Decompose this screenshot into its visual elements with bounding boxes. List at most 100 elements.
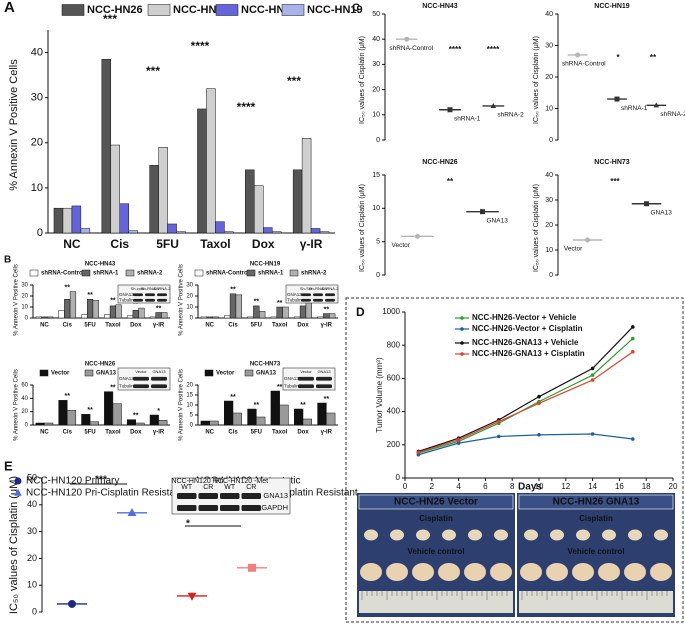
- bar: [294, 316, 301, 319]
- point-label: shRNA-1: [454, 115, 481, 122]
- y-tick-label: 10: [186, 403, 193, 409]
- bar: [200, 420, 210, 426]
- bar: [158, 147, 168, 234]
- point-label: shRNA-Control: [562, 61, 606, 68]
- significance: **: [650, 53, 657, 62]
- blot-frame: [117, 284, 171, 304]
- marker: [644, 201, 649, 207]
- blot-lane: CR: [246, 484, 256, 491]
- y-tick-label: 10: [186, 305, 193, 311]
- y-tick-label: 30: [186, 283, 193, 289]
- significance: *: [157, 408, 160, 415]
- bar: [197, 108, 207, 234]
- legend-swatch: [289, 269, 299, 277]
- bar: [292, 169, 303, 234]
- blot-band: [313, 293, 323, 297]
- point: [416, 450, 421, 455]
- significance: ***: [610, 177, 620, 186]
- marker: [14, 477, 22, 485]
- blot-band: [151, 384, 167, 389]
- blot-row-label: Tubulin: [287, 297, 302, 302]
- significance: **: [277, 384, 283, 391]
- y-tick-label: 200: [387, 440, 401, 449]
- point: [590, 378, 595, 382]
- blot-lane: Vector: [300, 369, 312, 374]
- legend-swatch: [215, 4, 239, 16]
- y-tick-label: 10: [372, 205, 380, 212]
- x-tick-label: 4: [456, 482, 461, 491]
- x-tick-label: 5FU: [84, 323, 95, 329]
- bar: [80, 228, 91, 234]
- bar: [301, 138, 312, 234]
- x-tick-label: 2: [430, 482, 435, 491]
- legend-label: shRNA-2: [301, 271, 327, 277]
- significance: **: [254, 402, 260, 409]
- blot-band: [145, 293, 155, 297]
- x-tick-label: 5FU: [84, 430, 95, 436]
- blot-row-label: GNA13: [263, 491, 288, 500]
- legend-label: shRNA-1: [93, 271, 119, 277]
- bar: [319, 231, 330, 234]
- blot-band: [145, 298, 155, 302]
- photo-row-label: Cisplatin: [579, 514, 613, 523]
- bar: [81, 414, 91, 426]
- blot-group: NCC-HN120 -Pri: [171, 478, 224, 485]
- x-tick-label: Cis: [228, 323, 238, 329]
- bar: [235, 294, 243, 319]
- significance: *: [616, 53, 620, 62]
- photo-row-label: Vehicle control: [408, 547, 465, 556]
- blot-lane: ShRNA-2: [154, 286, 172, 291]
- bar: [89, 421, 99, 426]
- y-tick-label: 20: [27, 553, 37, 563]
- legend-swatch: [81, 269, 91, 277]
- y-tick-label: 0: [190, 423, 194, 429]
- blot-lane: WT: [181, 484, 193, 491]
- legend-swatch: [39, 369, 49, 377]
- legend-swatch: [29, 269, 39, 277]
- tumor: [572, 563, 594, 581]
- significance: **: [133, 301, 139, 308]
- bar: [232, 412, 242, 426]
- point: [631, 350, 635, 354]
- legend-label: NCC-HN26-GNA13 + Cisplatin: [472, 349, 585, 358]
- blot-band: [198, 493, 218, 499]
- legend-label: Vector: [216, 371, 235, 377]
- legend-marker: [460, 316, 464, 320]
- bar: [81, 314, 88, 319]
- significance: **: [65, 284, 71, 291]
- bar: [326, 412, 336, 426]
- photo-title: NCC-HN26 Vector: [394, 497, 478, 508]
- x-tick-label: 5FU: [251, 323, 262, 329]
- tumor: [550, 529, 564, 541]
- y-tick-label: 0: [190, 316, 194, 322]
- y-tick-label: 15: [186, 393, 193, 399]
- photo-title-box: [518, 494, 674, 510]
- bar: [44, 422, 54, 426]
- x-tick-label: Dox: [297, 323, 309, 329]
- tumor: [602, 529, 616, 541]
- y-axis-label: IC₅₀ values of Cisplatin (μM): [8, 476, 20, 614]
- y-tick-label: 50: [372, 11, 380, 18]
- x-tick-label: γ-IR: [300, 237, 323, 251]
- photo-row-label: Vehicle control: [568, 547, 625, 556]
- marker: [447, 107, 453, 113]
- blot-band: [220, 493, 240, 499]
- marker: [404, 36, 410, 42]
- y-tick-label: 60: [21, 383, 28, 389]
- y-tick-label: 40: [31, 46, 43, 58]
- y-tick-label: 0: [549, 137, 553, 144]
- bar: [104, 391, 114, 426]
- tumor: [464, 563, 486, 581]
- y-tick-label: 0: [549, 272, 553, 279]
- blot-band: [157, 298, 167, 302]
- x-tick-label: Dox: [130, 323, 142, 329]
- ruler: [359, 591, 513, 613]
- x-tick-label: 8: [510, 482, 515, 491]
- y-axis-label: % Annexin V Positive Cells: [179, 264, 185, 336]
- blot-band: [241, 505, 261, 511]
- y-tick-label: 20: [31, 137, 43, 149]
- tumor: [576, 529, 590, 541]
- tumor: [598, 563, 620, 581]
- tumor: [390, 529, 404, 541]
- significance: *: [186, 519, 190, 530]
